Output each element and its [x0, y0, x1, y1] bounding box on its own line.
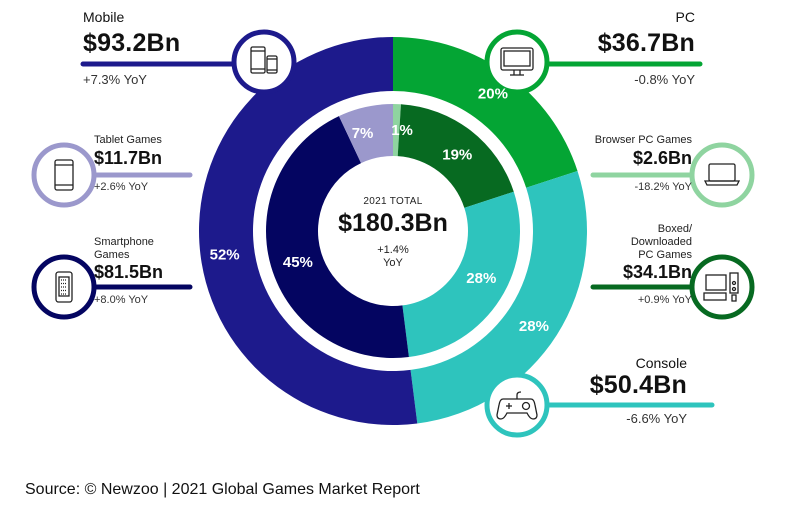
inner-slice-console	[402, 191, 520, 357]
percent-label-console-inner: 28%	[466, 270, 496, 287]
browser-yoy-label: -18.2% YoY	[634, 181, 693, 193]
tablet-value-label: $11.7Bn	[94, 148, 163, 168]
total-yoy-line2: YoY	[383, 257, 403, 269]
console-category-label: Console	[635, 355, 687, 371]
browser-value-label: $2.6Bn	[632, 148, 692, 168]
mobile-category-label: Mobile	[83, 9, 125, 25]
inner-slice-smartphone-games	[266, 116, 409, 358]
boxed-icon-circle	[689, 254, 755, 320]
source-caption: Source: © Newzoo | 2021 Global Games Mar…	[25, 481, 420, 498]
smartphone-yoy-label: +8.0% YoY	[94, 294, 149, 306]
percent-label-boxed-downloaded-pc-games-inner: 19%	[442, 146, 472, 163]
smartphone-category-label-line2: Games	[94, 249, 130, 261]
inner-slice-boxed-downloaded-pc-games	[397, 104, 514, 208]
inner-slice-tablet-games	[338, 104, 393, 164]
percent-label-pc-outer: 20%	[478, 85, 508, 102]
percent-label-tablet-games-inner: 7%	[352, 125, 374, 142]
mobile-icon-circle	[231, 29, 297, 95]
total-summary: 2021 TOTAL $180.3Bn +1.4% YoY	[313, 196, 473, 270]
console-icon-circle	[484, 372, 550, 438]
browser-icon-circle	[689, 142, 755, 208]
mobile-yoy-label: +7.3% YoY	[83, 72, 147, 87]
tablet-category-label: Tablet Games	[94, 134, 162, 146]
pc-category-label: PC	[675, 9, 695, 25]
console-value-label: $50.4Bn	[589, 371, 687, 399]
phone-tablet-icon	[250, 46, 278, 74]
total-value: $180.3Bn	[338, 209, 448, 237]
outer-ring	[199, 37, 587, 425]
pc-yoy-label: -0.8% YoY	[634, 72, 695, 87]
total-yoy-line1: +1.4%	[377, 244, 409, 256]
smartphone-category-label-line1: Smartphone	[94, 236, 154, 248]
total-caption: 2021 TOTAL	[363, 196, 423, 207]
percent-labels: 20% 28% 52% 1% 19% 28% 45% 7%	[210, 85, 549, 335]
laptop-icon	[703, 163, 741, 186]
tablet-icon	[54, 159, 74, 191]
inner-slice-browser-pc-games	[393, 104, 401, 157]
connector-lines	[31, 29, 755, 438]
pc-value-label: $36.7Bn	[597, 29, 695, 57]
smartphone-value-label: $81.5Bn	[94, 262, 164, 282]
outer-slice-mobile	[199, 37, 418, 425]
boxed-value-label: $34.1Bn	[622, 262, 692, 282]
tablet-yoy-label: +2.6% YoY	[94, 181, 149, 193]
browser-category-label: Browser PC Games	[594, 134, 692, 146]
pc-icon-circle	[484, 29, 550, 95]
mobile-value-label: $93.2Bn	[83, 29, 181, 57]
boxed-category-label-line3: PC Games	[638, 249, 692, 261]
desktop-monitor-icon	[500, 47, 534, 76]
outer-slice-pc	[393, 37, 578, 188]
smartphone-icon	[55, 271, 73, 303]
tablet-icon-circle	[31, 142, 97, 208]
inner-ring	[266, 104, 520, 358]
percent-label-browser-pc-games-inner: 1%	[391, 122, 413, 139]
console-yoy-label: -6.6% YoY	[626, 411, 687, 426]
outer-slice-console	[410, 171, 587, 424]
percent-label-smartphone-games-inner: 45%	[283, 254, 313, 271]
boxed-category-label-line2: Downloaded	[630, 236, 692, 248]
percent-label-mobile-outer: 52%	[210, 247, 240, 264]
gamepad-icon	[496, 391, 538, 420]
boxed-yoy-label: +0.9% YoY	[637, 294, 692, 306]
desktop-tower-icon	[703, 272, 739, 302]
percent-label-console-outer: 28%	[519, 318, 549, 335]
boxed-category-label-line1: Boxed/	[657, 223, 692, 235]
